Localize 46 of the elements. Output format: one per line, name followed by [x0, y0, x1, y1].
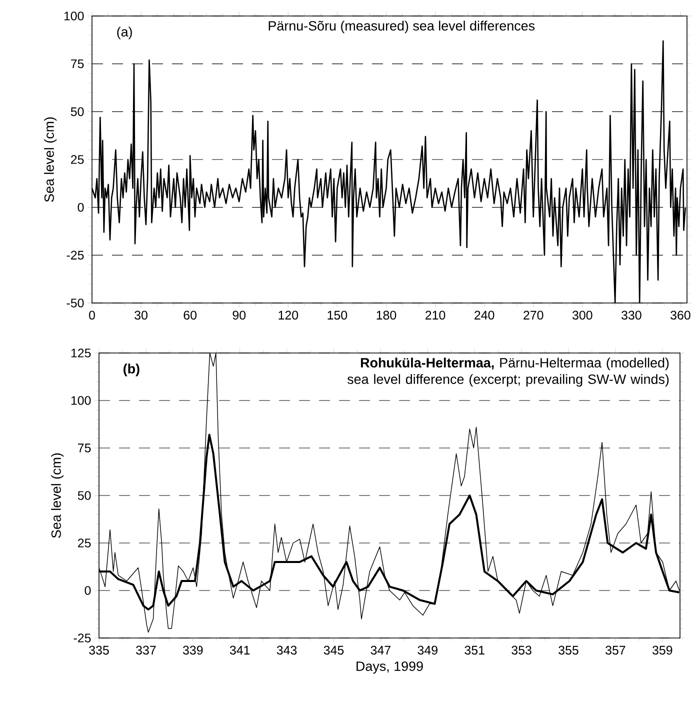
- annotation: (b): [124, 364, 140, 376]
- x-tick-label: 339: [182, 646, 203, 655]
- x-tick-label: 351: [464, 646, 484, 655]
- chart-title: Pärnu-Sõru (measured) sea level differences: [268, 20, 535, 34]
- text: Rohuküla-Heltermaa, Pärnu-Heltermaa (modelled) sea level difference (excerpt; prevailing SW-W winds): [347, 358, 669, 387]
- y-tick-label: 75: [71, 60, 84, 68]
- x-tick-label: 341: [230, 646, 250, 655]
- y-tick-label: 100: [71, 396, 91, 405]
- x-tick-label: 347: [370, 646, 390, 655]
- x-tick-label: 120: [278, 310, 298, 320]
- y-tick-label: -25: [66, 250, 84, 260]
- annotation: (a): [117, 26, 132, 40]
- x-tick-label: 270: [524, 310, 544, 320]
- x-tick-label: 337: [136, 646, 156, 655]
- y-tick-label: 50: [70, 107, 84, 116]
- x-tick-label: 355: [558, 646, 578, 655]
- y-tick-label: 25: [71, 155, 84, 164]
- x-tick-label: 349: [418, 646, 438, 655]
- y-tick-label: 125: [71, 348, 91, 358]
- x-tick-label: 360: [670, 310, 690, 320]
- y-tick-label: 25: [78, 538, 91, 548]
- y-tick-label: 100: [64, 12, 84, 20]
- y-tick-label: 0: [84, 586, 91, 595]
- y-tick-label: 0: [78, 202, 84, 212]
- x-tick-label: 343: [276, 646, 297, 655]
- x-tick-label: 90: [232, 310, 246, 320]
- x-tick-label: 357: [606, 646, 626, 655]
- y-axis-title: Sea level (cm): [44, 117, 57, 202]
- x-tick-label: 150: [328, 310, 348, 320]
- y-tick-label: -50: [66, 298, 84, 308]
- y-tick-label: 50: [78, 491, 91, 500]
- x-tick-label: 353: [512, 646, 532, 655]
- x-tick-label: 300: [572, 310, 592, 320]
- y-tick-label: 75: [78, 444, 91, 452]
- x-axis-title: Days, 1999: [356, 661, 423, 674]
- x-tick-label: 60: [184, 310, 197, 320]
- x-tick-label: 30: [134, 310, 148, 320]
- x-tick-label: 330: [622, 310, 642, 320]
- x-tick-label: 359: [652, 646, 672, 655]
- x-tick-label: 345: [324, 646, 344, 655]
- y-tick-label: -25: [74, 634, 91, 642]
- x-tick-label: 210: [426, 310, 446, 320]
- x-tick-label: 335: [89, 646, 109, 655]
- x-tick-label: 240: [474, 310, 494, 320]
- x-tick-label: 180: [376, 310, 396, 320]
- y-axis-title: Sea level (cm): [51, 453, 64, 538]
